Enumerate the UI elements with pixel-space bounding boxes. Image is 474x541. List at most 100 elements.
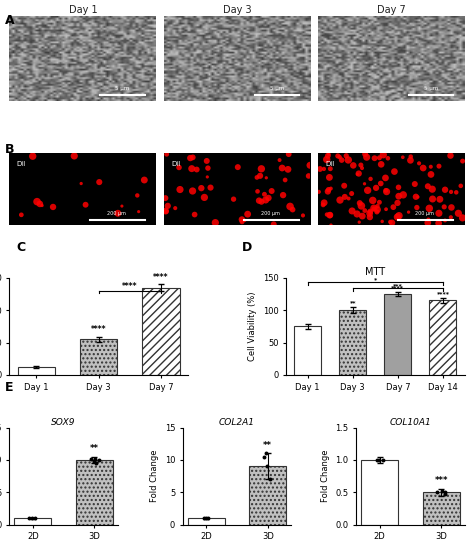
Y-axis label: Fold Change: Fold Change [321,450,330,503]
Point [324,187,332,196]
Point [135,207,142,216]
Point [369,196,376,204]
Point [211,219,219,227]
Point [254,187,261,196]
Point [326,173,333,182]
Point [414,193,422,201]
Point [336,153,344,161]
Point [253,173,261,182]
Point [367,175,374,183]
Point [256,171,264,180]
Point [435,209,443,217]
Point [447,213,455,222]
Point [383,187,391,196]
Point [366,207,374,216]
Point [71,151,78,160]
Point [427,170,435,179]
Point [87,455,94,464]
Point [33,197,41,206]
Text: 5 μm: 5 μm [424,85,438,90]
Point [394,199,401,207]
Text: **: ** [90,444,99,453]
Point [438,487,446,496]
Point [38,201,46,210]
Text: 200 μm: 200 μm [261,211,280,216]
Text: 200 μm: 200 μm [415,211,434,216]
Point [299,211,307,220]
Title: SOX9: SOX9 [51,418,76,427]
Point [326,210,334,219]
Point [382,205,390,214]
Point [447,151,454,160]
Bar [339,310,366,375]
Point [374,205,381,214]
Point [204,514,211,523]
Point [323,210,331,219]
Point [370,204,378,213]
Point [95,456,102,464]
Point [429,195,437,203]
Point [356,199,364,207]
Bar [76,460,113,525]
Point [163,150,171,159]
Point [26,514,33,523]
Point [412,193,419,201]
Text: C: C [17,241,26,254]
Point [114,209,122,217]
Point [238,217,246,226]
Point [230,195,237,203]
Point [366,213,374,221]
Text: ****: **** [392,285,404,290]
Point [284,165,292,174]
Point [384,154,392,163]
Bar [18,367,55,375]
Point [203,173,211,181]
Point [399,153,407,162]
Point [457,182,465,190]
Point [345,194,352,203]
Point [459,157,466,166]
Bar [80,339,118,375]
Point [82,200,90,209]
Point [257,164,265,173]
Point [380,150,387,159]
Point [241,216,248,225]
Point [263,462,271,471]
Bar [384,294,411,375]
Bar [188,518,225,525]
Point [411,180,419,188]
Point [374,456,381,464]
Point [459,214,466,222]
Point [358,164,366,173]
Point [289,205,296,214]
Point [425,215,432,224]
Point [342,151,350,160]
Point [415,159,423,168]
Text: E: E [5,381,13,394]
Text: *: * [374,277,377,282]
Point [364,186,372,195]
Point [435,219,442,228]
Point [319,201,327,209]
Point [305,171,312,180]
Bar [361,460,398,525]
Point [234,163,242,171]
Point [140,176,148,184]
Point [391,167,398,176]
Point [189,187,196,195]
Point [91,457,98,466]
Point [382,174,389,182]
Point [354,170,361,179]
Point [282,176,289,184]
Point [316,164,324,173]
Title: COL10A1: COL10A1 [390,418,431,427]
Point [361,180,368,188]
Point [334,151,342,160]
Point [258,197,265,206]
Point [49,203,57,212]
Point [201,514,208,523]
Bar [423,492,460,525]
Point [376,154,383,162]
Title: Day 7: Day 7 [377,5,405,16]
Point [28,514,36,523]
